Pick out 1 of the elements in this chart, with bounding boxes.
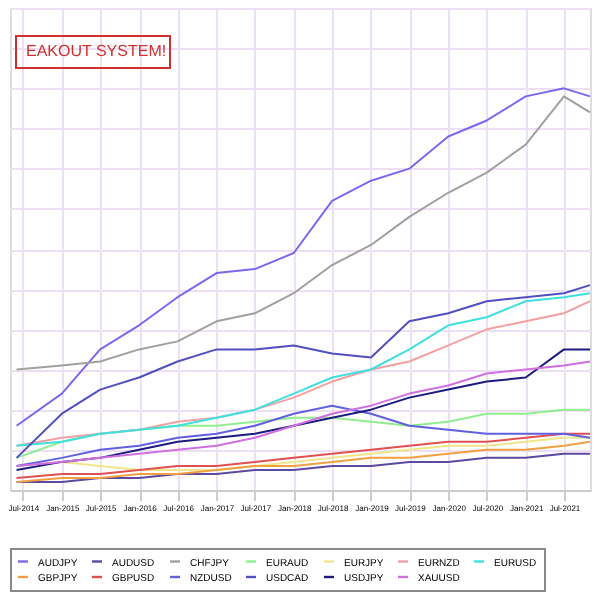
text: EAKOUT SYSTEM! — [26, 42, 167, 60]
